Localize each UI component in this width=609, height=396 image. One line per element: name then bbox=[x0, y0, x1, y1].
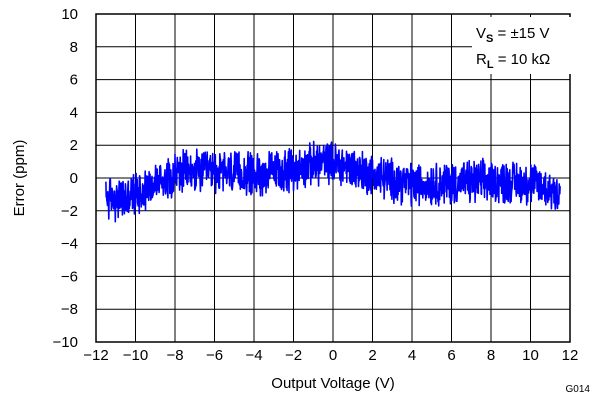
x-tick-label: 6 bbox=[447, 347, 455, 364]
y-tick-label: −2 bbox=[61, 203, 78, 220]
x-tick-label: −2 bbox=[285, 347, 302, 364]
x-tick-labels: −12 −10 −8 −6 −4 −2 0 2 4 6 8 10 12 bbox=[83, 347, 578, 364]
y-tick-labels: −10 −8 −6 −4 −2 0 2 4 6 8 10 bbox=[53, 6, 78, 351]
annotation-rl: RL = 10 kΩ bbox=[476, 51, 550, 71]
y-tick-label: 6 bbox=[70, 72, 78, 89]
annotation-rl-sub: L bbox=[487, 59, 494, 71]
series-line bbox=[105, 140, 561, 223]
x-tick-label: −10 bbox=[123, 347, 148, 364]
y-axis-label: Error (ppm) bbox=[11, 140, 28, 217]
x-tick-label: 2 bbox=[368, 347, 376, 364]
y-tick-label: 10 bbox=[61, 6, 78, 23]
x-tick-label: −12 bbox=[83, 347, 108, 364]
annotation-vs: VS = ±15 V bbox=[476, 25, 550, 45]
y-tick-label: −8 bbox=[61, 301, 78, 318]
y-tick-label: 4 bbox=[70, 104, 78, 121]
y-tick-label: −6 bbox=[61, 268, 78, 285]
x-tick-label: 12 bbox=[562, 347, 579, 364]
plot-frame bbox=[95, 13, 571, 343]
annotation-vs-sub: S bbox=[486, 33, 493, 45]
x-tick-label: −6 bbox=[206, 347, 223, 364]
y-tick-label: −10 bbox=[53, 334, 78, 351]
annotation-box bbox=[472, 17, 576, 74]
figure-code: G014 bbox=[566, 384, 591, 395]
x-axis-label: Output Voltage (V) bbox=[271, 375, 394, 392]
x-tick-label: 4 bbox=[408, 347, 416, 364]
y-tick-label: −4 bbox=[61, 236, 78, 253]
y-tick-label: 2 bbox=[70, 137, 78, 154]
annotation-rl-main: R bbox=[476, 51, 487, 68]
y-tick-label: 8 bbox=[70, 39, 78, 56]
annotation-vs-value: = ±15 V bbox=[493, 25, 549, 42]
series-group bbox=[105, 140, 561, 223]
annotation-vs-main: V bbox=[476, 25, 486, 42]
x-tick-label: −8 bbox=[166, 347, 183, 364]
y-tick-label: 0 bbox=[70, 170, 78, 187]
x-tick-label: 10 bbox=[522, 347, 539, 364]
x-tick-label: 8 bbox=[487, 347, 495, 364]
x-tick-label: −4 bbox=[245, 347, 262, 364]
annotation-rl-value: = 10 kΩ bbox=[494, 51, 551, 68]
x-tick-label: 0 bbox=[329, 347, 337, 364]
